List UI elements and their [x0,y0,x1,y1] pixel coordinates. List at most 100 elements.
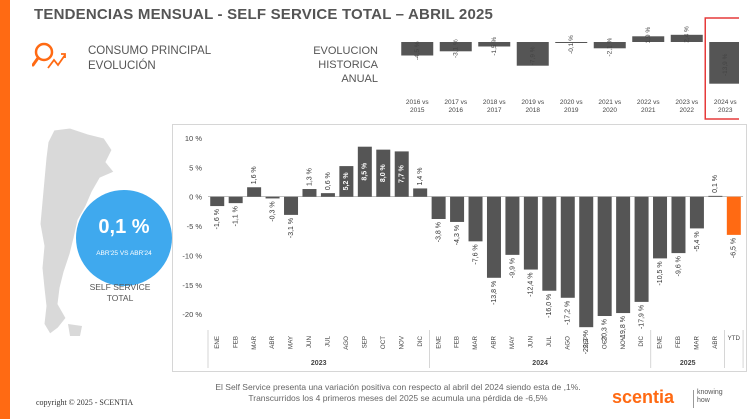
month-bar [431,196,446,220]
history-category-label: 2024 vs 2023 [714,99,738,114]
month-bar [468,196,483,242]
y-tick-label: 10 % [185,134,202,143]
history-category-label: 2016 vs 2015 [406,99,430,114]
brand-tagline: knowing how [697,389,723,405]
brand-tagline-line-1: knowing [697,389,723,396]
argentina-map-icon [39,128,115,336]
history-value-label: 2,4 % [683,26,690,43]
kpi-label-line-1: SELF SERVICE [89,282,151,292]
month-bar [376,149,391,197]
month-value-label: 1,4 % [417,168,424,186]
page-title: TENDENCIAS MENSUAL - SELF SERVICE TOTAL … [34,6,494,23]
kpi-label: SELF SERVICE TOTAL [80,282,160,304]
history-value-label: -7,9 % [529,46,536,65]
history-category-label: 2022 vs 2021 [637,99,661,114]
highlight-box [704,17,739,120]
month-category-label: ENE [435,336,442,349]
month-value-label: -3,1 % [288,218,295,238]
month-category-label: ENE [214,336,221,349]
y-tick-label: 5 % [189,163,202,172]
month-category-label: OCT [380,336,387,349]
month-value-label: -3,8 % [435,222,442,242]
history-bar [439,42,472,52]
kpi-value: 0,1 % [98,216,150,238]
history-category-label: 2020 vs 2019 [560,99,584,114]
month-category-label: ABR [712,335,719,348]
month-category-label: ABR [269,335,276,348]
month-bar [210,196,225,207]
month-bar [726,196,741,235]
annual-history-chart: -4,5 % 2016 vs 2015 -3,1 % 2017 vs 2016 -1,5 %… [401,17,739,120]
month-value-label: -20,3 % [602,319,609,343]
kpi-label-line-2: TOTAL [106,293,134,303]
month-bar [320,193,335,197]
chart-search-icon [32,42,66,69]
month-category-label: NOV [620,335,627,349]
month-bar [597,196,612,317]
month-bar [394,151,409,197]
month-category-label: AGO [564,336,571,350]
year-group-label: 2024 [532,360,548,367]
month-bar [486,196,501,278]
month-value-label: 1,3 % [306,168,313,186]
month-value-label: -0,3 % [269,201,276,221]
month-category-label: JUN [528,336,535,348]
month-category-label: OCT [601,336,608,349]
month-bar [523,196,538,270]
month-value-label: -9,6 % [675,256,682,276]
month-category-label: FEB [232,336,239,348]
history-value-label: 1,9 % [645,27,652,44]
month-category-label: JUL [325,335,332,347]
history-bar [478,42,511,47]
month-value-label: -5,4 % [694,231,701,251]
month-category-label: MAY [288,336,295,349]
y-tick-label: -10 % [182,251,202,260]
copyright: copyright © 2025 - SCENTIA [36,398,134,407]
year-group-label: 2023 [311,360,327,367]
history-category-label: 2023 vs 2022 [675,99,699,114]
monthly-trend-chart: -20 % -15 % -10 % -5 % 0 % 5 % 10 % -1,6 % ENE -1… [182,134,744,368]
month-bar [265,196,280,199]
month-value-label: -9,9 % [509,258,516,278]
brand-tagline-line-2: how [697,397,710,404]
month-bar [413,188,428,197]
subtitle: CONSUMO PRINCIPAL EVOLUCIÓN [88,44,211,74]
month-value-label: 0,1 % [712,175,719,193]
y-tick-label: -15 % [182,281,202,290]
footer-note: El Self Service presenta una variación p… [198,382,598,404]
month-bar [579,196,594,328]
history-category-label: 2017 vs 2016 [444,99,468,114]
month-value-label: -17,9 % [638,305,645,329]
month-value-label: -12,4 % [528,273,535,297]
footer-note-line-2: Transcurridos los 4 primeros meses del 2… [248,393,548,403]
history-category-label: 2021 vs 2020 [598,99,622,114]
history-label: EVOLUCION HISTORICA ANUAL [284,44,378,86]
month-category-label: JUN [306,336,313,348]
month-category-label: SEP [583,336,590,348]
month-value-label: -6,5 % [731,238,738,258]
month-bar [634,196,649,302]
month-category-label: NOV [398,335,405,349]
month-value-label: 7,7 % [399,164,406,183]
month-bar [616,196,631,314]
history-bar [401,42,434,56]
footer-note-line-1: El Self Service presenta una variación p… [215,382,581,392]
history-label-line-2: HISTORICA ANUAL [318,59,378,85]
month-bar [247,187,262,197]
month-value-label: 8,0 % [380,163,387,182]
history-bar [516,42,549,66]
history-value-label: -4,5 % [414,41,421,60]
month-category-label: ENE [657,336,664,349]
month-bar [671,196,686,254]
month-category-label: SEP [361,336,368,348]
y-tick-label: -20 % [182,310,202,319]
history-value-label: -1,5 % [491,37,498,56]
month-bar [357,146,372,197]
month-value-label: -7,6 % [472,244,479,264]
month-bar [302,189,317,197]
month-category-label: MAR [251,335,258,349]
month-bar [689,196,704,229]
month-bar [560,196,575,298]
brand-logo: scentia [612,387,675,407]
history-bar [632,36,665,42]
